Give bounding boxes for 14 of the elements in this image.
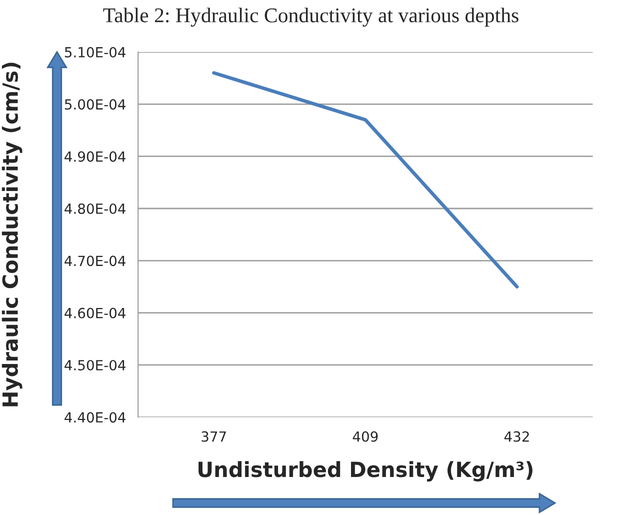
x-axis-title: Undisturbed Density (Kg/m³) xyxy=(198,461,532,482)
chart-title: Table 2: Hydraulic Conductivity at various depths xyxy=(103,8,518,27)
y-tick-label: 4.60E-04 xyxy=(64,308,126,318)
y-axis-title: Hydraulic Conductivity (cm/s) xyxy=(2,62,22,406)
x-tick-label: 409 xyxy=(352,431,378,442)
x-tick-label: 377 xyxy=(202,431,226,442)
y-tick-label: 4.70E-04 xyxy=(64,256,126,266)
y-tick-label: 4.80E-04 xyxy=(64,203,126,214)
x-tick-label: 432 xyxy=(504,431,529,442)
y-tick-label: 4.40E-04 xyxy=(64,412,126,423)
y-tick-label: 5.00E-04 xyxy=(64,99,126,110)
y-tick-label: 4.50E-04 xyxy=(64,360,126,370)
y-tick-label: 4.90E-04 xyxy=(64,151,126,162)
y-tick-label: 5.10E-04 xyxy=(64,46,126,58)
